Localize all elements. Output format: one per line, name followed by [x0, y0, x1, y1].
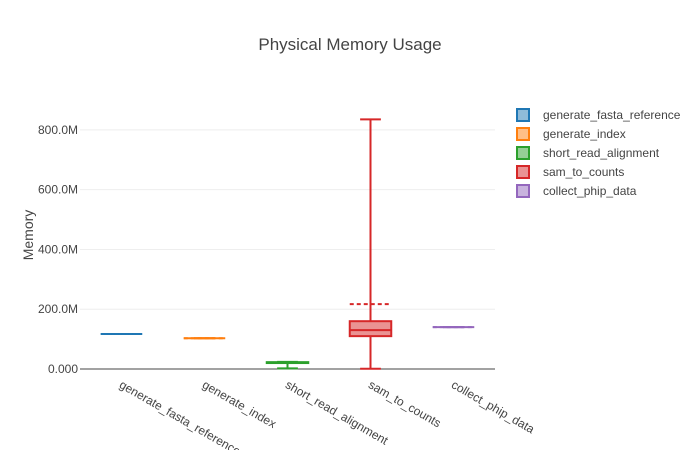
legend-item[interactable]: sam_to_counts: [516, 165, 624, 179]
legend-swatch: [516, 184, 530, 198]
legend-swatch: [516, 165, 530, 179]
grid-lines: [80, 129, 495, 310]
y-tick-label: 400.0M: [38, 242, 78, 256]
y-tick-label: 800.0M: [38, 123, 78, 137]
chart-title: Physical Memory Usage: [258, 35, 441, 54]
legend-swatch: [516, 108, 530, 122]
legend-item[interactable]: generate_fasta_reference: [516, 108, 681, 122]
legend-label: generate_index: [543, 127, 626, 141]
y-tick-label: 0.000: [48, 362, 78, 376]
legend-label: generate_fasta_reference: [543, 108, 681, 122]
legend-label: short_read_alignment: [543, 146, 660, 160]
box-traces: [100, 118, 475, 370]
y-tick-labels: 0.000 200.0M 400.0M 600.0M 800.0M: [38, 123, 78, 376]
legend-item[interactable]: generate_index: [516, 127, 626, 141]
x-tick-label: collect_phip_data: [449, 377, 537, 436]
x-tick-label: sam_to_counts: [366, 377, 443, 430]
x-tick-label: generate_index: [200, 377, 279, 430]
box-trace-sam_to_counts: [348, 118, 393, 370]
legend-label: sam_to_counts: [543, 165, 624, 179]
legend-swatch: [516, 127, 530, 141]
box-trace-short_read_alignment: [265, 360, 310, 370]
legend-swatch: [516, 146, 530, 160]
box-body: [348, 320, 393, 338]
legend-item[interactable]: short_read_alignment: [516, 146, 660, 160]
legend[interactable]: generate_fasta_reference generate_indexsh…: [516, 108, 681, 198]
legend-item[interactable]: collect_phip_data: [516, 184, 637, 198]
y-axis-label: Memory: [20, 210, 36, 261]
y-tick-label: 600.0M: [38, 183, 78, 197]
legend-label: collect_phip_data: [543, 184, 637, 198]
y-tick-label: 200.0M: [38, 302, 78, 316]
